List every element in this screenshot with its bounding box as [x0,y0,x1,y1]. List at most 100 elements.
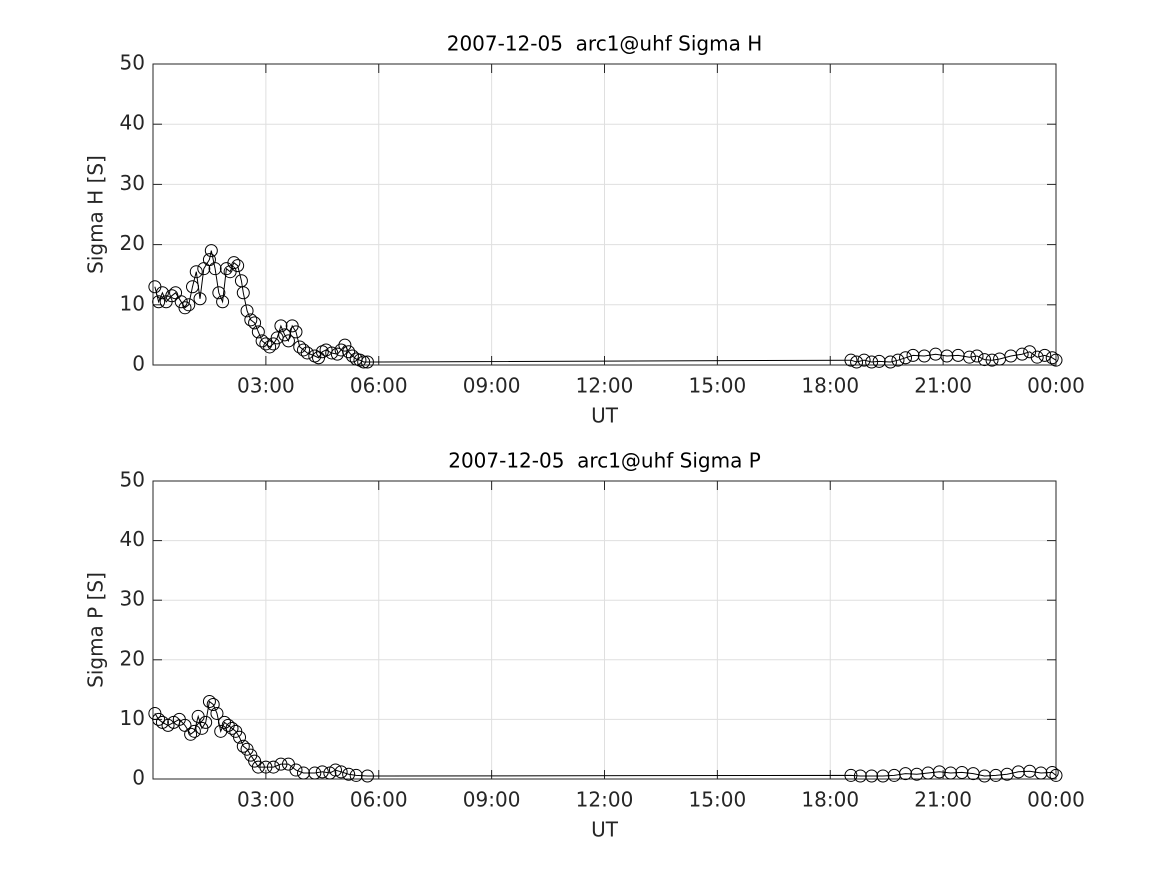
data-point [932,765,946,779]
data-point [844,768,858,782]
data-point [231,259,245,273]
data-point [883,355,897,369]
data-point [1030,350,1044,364]
data-point [182,298,196,312]
data-point [152,712,166,726]
data-point [248,316,262,330]
data-point [944,766,958,780]
data-point [155,286,169,300]
data-point [289,763,303,777]
data-point [266,760,280,774]
data-point [865,769,879,783]
y-tick-label: 40 [120,111,145,135]
data-point [259,337,273,351]
data-point [208,262,222,276]
data-point [876,769,890,783]
data-point [989,768,1003,782]
x-tick-label: 09:00 [463,788,521,812]
x-tick-label: 21:00 [914,788,972,812]
data-point [274,757,288,771]
data-point [178,301,192,315]
data-point [357,355,371,369]
axes-box [152,480,1057,780]
data-point [204,244,218,258]
data-point [165,289,179,303]
x-tick-label: 03:00 [237,788,295,812]
data-point [345,349,359,363]
x-tick-label: 06:00 [350,374,408,398]
data-point [184,727,198,741]
data-point [202,695,216,709]
y-tick-label: 20 [120,646,145,670]
data-point [187,724,201,738]
data-point [342,767,356,781]
data-point [281,334,295,348]
data-point [274,319,288,333]
data-point [1015,347,1029,361]
data-point [360,769,374,783]
data-point [349,768,363,782]
data-point [206,698,220,711]
data-point [227,256,241,270]
data-point [853,769,867,783]
data-point [240,304,254,318]
data-point [342,345,356,359]
x-axis-label: UT [591,818,619,842]
data-point [216,295,230,309]
data-point [334,765,348,779]
data-point [1045,765,1059,779]
data-point [199,715,213,729]
data-point [236,286,250,300]
x-tick-label: 12:00 [576,374,634,398]
y-tick-label: 10 [120,291,145,315]
data-point [297,766,310,780]
data-point [899,767,912,781]
data-point [850,355,864,369]
data-point [251,760,265,774]
data-point [338,338,352,352]
data-point [225,721,239,735]
data-point [193,292,207,306]
y-tick-label: 10 [120,706,145,730]
y-tick-label: 50 [120,51,145,75]
data-point [334,343,348,357]
y-tick-label: 0 [132,766,145,790]
data-point [985,353,999,367]
data-point [308,766,322,780]
data-point [1045,351,1059,365]
data-point [1049,353,1063,367]
x-tick-label: 18:00 [801,374,859,398]
data-point [940,349,954,363]
y-tick-label: 20 [120,231,145,255]
data-point [906,348,920,362]
data-point [970,349,984,363]
data-point [872,354,886,368]
data-point [210,706,224,720]
data-point [1011,765,1025,779]
data-point [1038,348,1052,362]
y-axis-label: Sigma H [S] [84,155,108,274]
data-point [899,351,912,365]
data-point [189,265,203,279]
x-tick-label: 03:00 [237,374,295,398]
data-point [328,763,342,777]
y-tick-label: 50 [120,468,145,492]
y-tick-label: 0 [132,352,145,376]
y-tick-label: 30 [120,587,145,611]
data-point [978,769,992,783]
data-point [244,313,258,327]
data-point [1034,766,1048,780]
data-point [236,739,250,753]
data-point [857,353,871,367]
data-point [325,346,339,360]
data-point [186,280,200,294]
data-point [315,765,329,779]
data-point [962,350,976,364]
data-point [300,346,314,360]
x-tick-label: 21:00 [914,374,972,398]
x-tick-label: 12:00 [576,788,634,812]
x-tick-label: 18:00 [801,788,859,812]
x-tick-label: 00:00 [1027,788,1085,812]
data-point [263,340,277,354]
